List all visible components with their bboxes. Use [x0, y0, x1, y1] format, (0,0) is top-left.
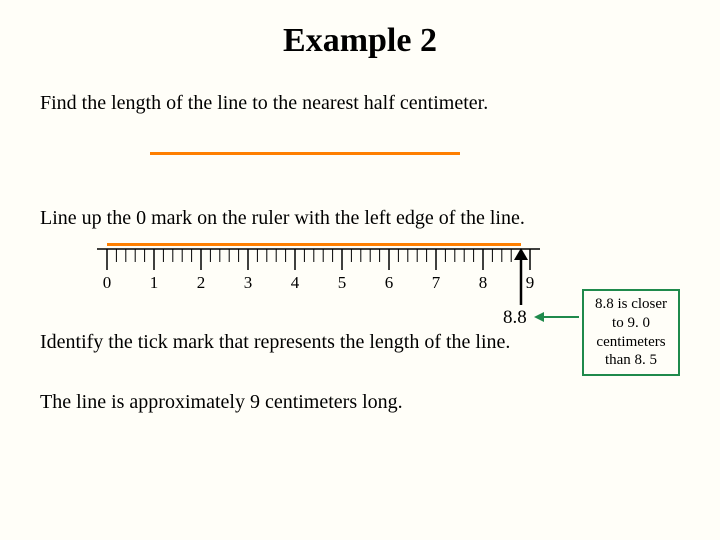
callout-line: centimeters	[590, 333, 672, 352]
callout-box: 8.8 is closer to 9. 0 centimeters than 8…	[582, 289, 680, 376]
ruler: 0 1 2 3 4 5 6 7 8 9	[0, 0, 720, 540]
instruction-3: Identify the tick mark that represents t…	[40, 331, 510, 354]
callout-line: 8.8 is closer	[590, 295, 672, 314]
svg-text:5: 5	[338, 273, 347, 292]
callout-line: to 9. 0	[590, 314, 672, 333]
svg-text:9: 9	[526, 273, 535, 292]
svg-text:0: 0	[103, 273, 112, 292]
svg-text:3: 3	[244, 273, 253, 292]
svg-text:7: 7	[432, 273, 441, 292]
conclusion-text: The line is approximately 9 centimeters …	[40, 391, 403, 414]
svg-text:8: 8	[479, 273, 488, 292]
svg-text:6: 6	[385, 273, 394, 292]
svg-text:2: 2	[197, 273, 206, 292]
svg-text:4: 4	[291, 273, 300, 292]
callout-line: than 8. 5	[590, 351, 672, 370]
svg-text:1: 1	[150, 273, 159, 292]
measurement-value: 8.8	[503, 307, 527, 329]
